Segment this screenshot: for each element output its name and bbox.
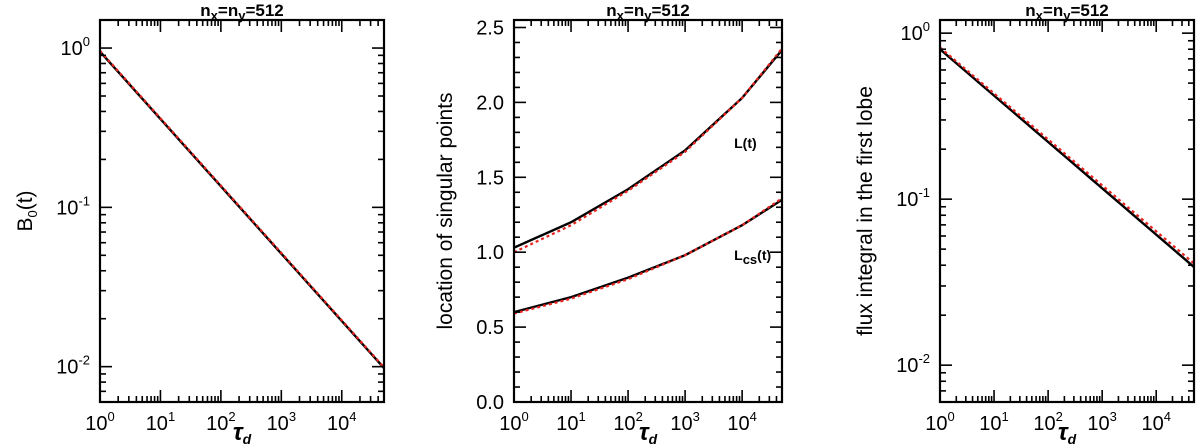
x-axis-label: τd: [1058, 419, 1077, 445]
y-tick-label: 10-1: [896, 185, 930, 211]
curve-annotation: Lcs(t): [734, 247, 771, 267]
x-tick-label: 103: [670, 409, 699, 435]
y-tick-label: 1.5: [476, 167, 504, 189]
y-tick-label: 100: [901, 19, 930, 45]
y-axis-label: location of singular points: [434, 93, 457, 330]
x-tick-label: 100: [85, 409, 114, 435]
y-tick-label: 2.5: [476, 17, 504, 39]
y-tick-label: 2.0: [476, 92, 504, 114]
x-tick-label: 104: [327, 409, 356, 435]
plot-frame: [98, 18, 386, 404]
x-axis-label: τd: [639, 419, 658, 445]
x-tick-label: 102: [613, 409, 642, 435]
x-tick-label: 104: [1141, 409, 1170, 435]
chart-panel-2: 100 101 102 103 104 0.0 0.5 1.0 1.5 2.0 2.5 nx=ny=5…: [434, 1, 784, 445]
x-axis-label: τd: [233, 419, 252, 445]
y-axis-label: B0(t): [14, 190, 40, 231]
y-tick-label: 10-2: [56, 353, 90, 379]
y-tick-label: 0.5: [476, 317, 504, 339]
y-tick-label: 0.0: [476, 392, 504, 414]
y-tick-label: 100: [61, 34, 90, 60]
x-tick-label: 102: [1033, 409, 1062, 435]
series-line-4: [514, 197, 782, 315]
x-tick-label: 101: [556, 409, 585, 435]
x-tick-label: 101: [979, 409, 1008, 435]
chart-title: nx=ny=512: [200, 1, 283, 23]
x-tick-label: 101: [146, 409, 175, 435]
plot-frame: [938, 18, 1196, 404]
x-tick-label: 100: [499, 409, 528, 435]
series-line-1: [514, 49, 782, 249]
y-axis-label: flux integral in the first lobe: [854, 86, 877, 336]
chart-panel-1: 100 101 102 103 104 10-2 10-1 100 nx=ny=512 τd B0(…: [14, 1, 386, 445]
chart-panel-3: 100 101 102 103 104 10-2 10-1 100 nx=ny=512 τd flu…: [854, 1, 1196, 445]
plot-frame: [512, 18, 784, 404]
x-tick-label: 103: [1087, 409, 1116, 435]
y-tick-label: 10-2: [896, 351, 930, 377]
series-line-2: [514, 47, 782, 254]
x-tick-label: 103: [267, 409, 296, 435]
x-tick-label: 104: [727, 409, 756, 435]
curve-annotation: L(t): [734, 135, 757, 151]
y-tick-label: 10-1: [56, 193, 90, 219]
chart-title: nx=ny=512: [1025, 1, 1108, 23]
x-tick-label: 100: [925, 409, 954, 435]
series-line-2: [100, 50, 384, 369]
chart-title: nx=ny=512: [606, 1, 689, 23]
series-line-1: [940, 48, 1194, 268]
x-tick-label: 102: [206, 409, 235, 435]
y-tick-label: 1.0: [476, 242, 504, 264]
series-line-2: [940, 46, 1194, 265]
